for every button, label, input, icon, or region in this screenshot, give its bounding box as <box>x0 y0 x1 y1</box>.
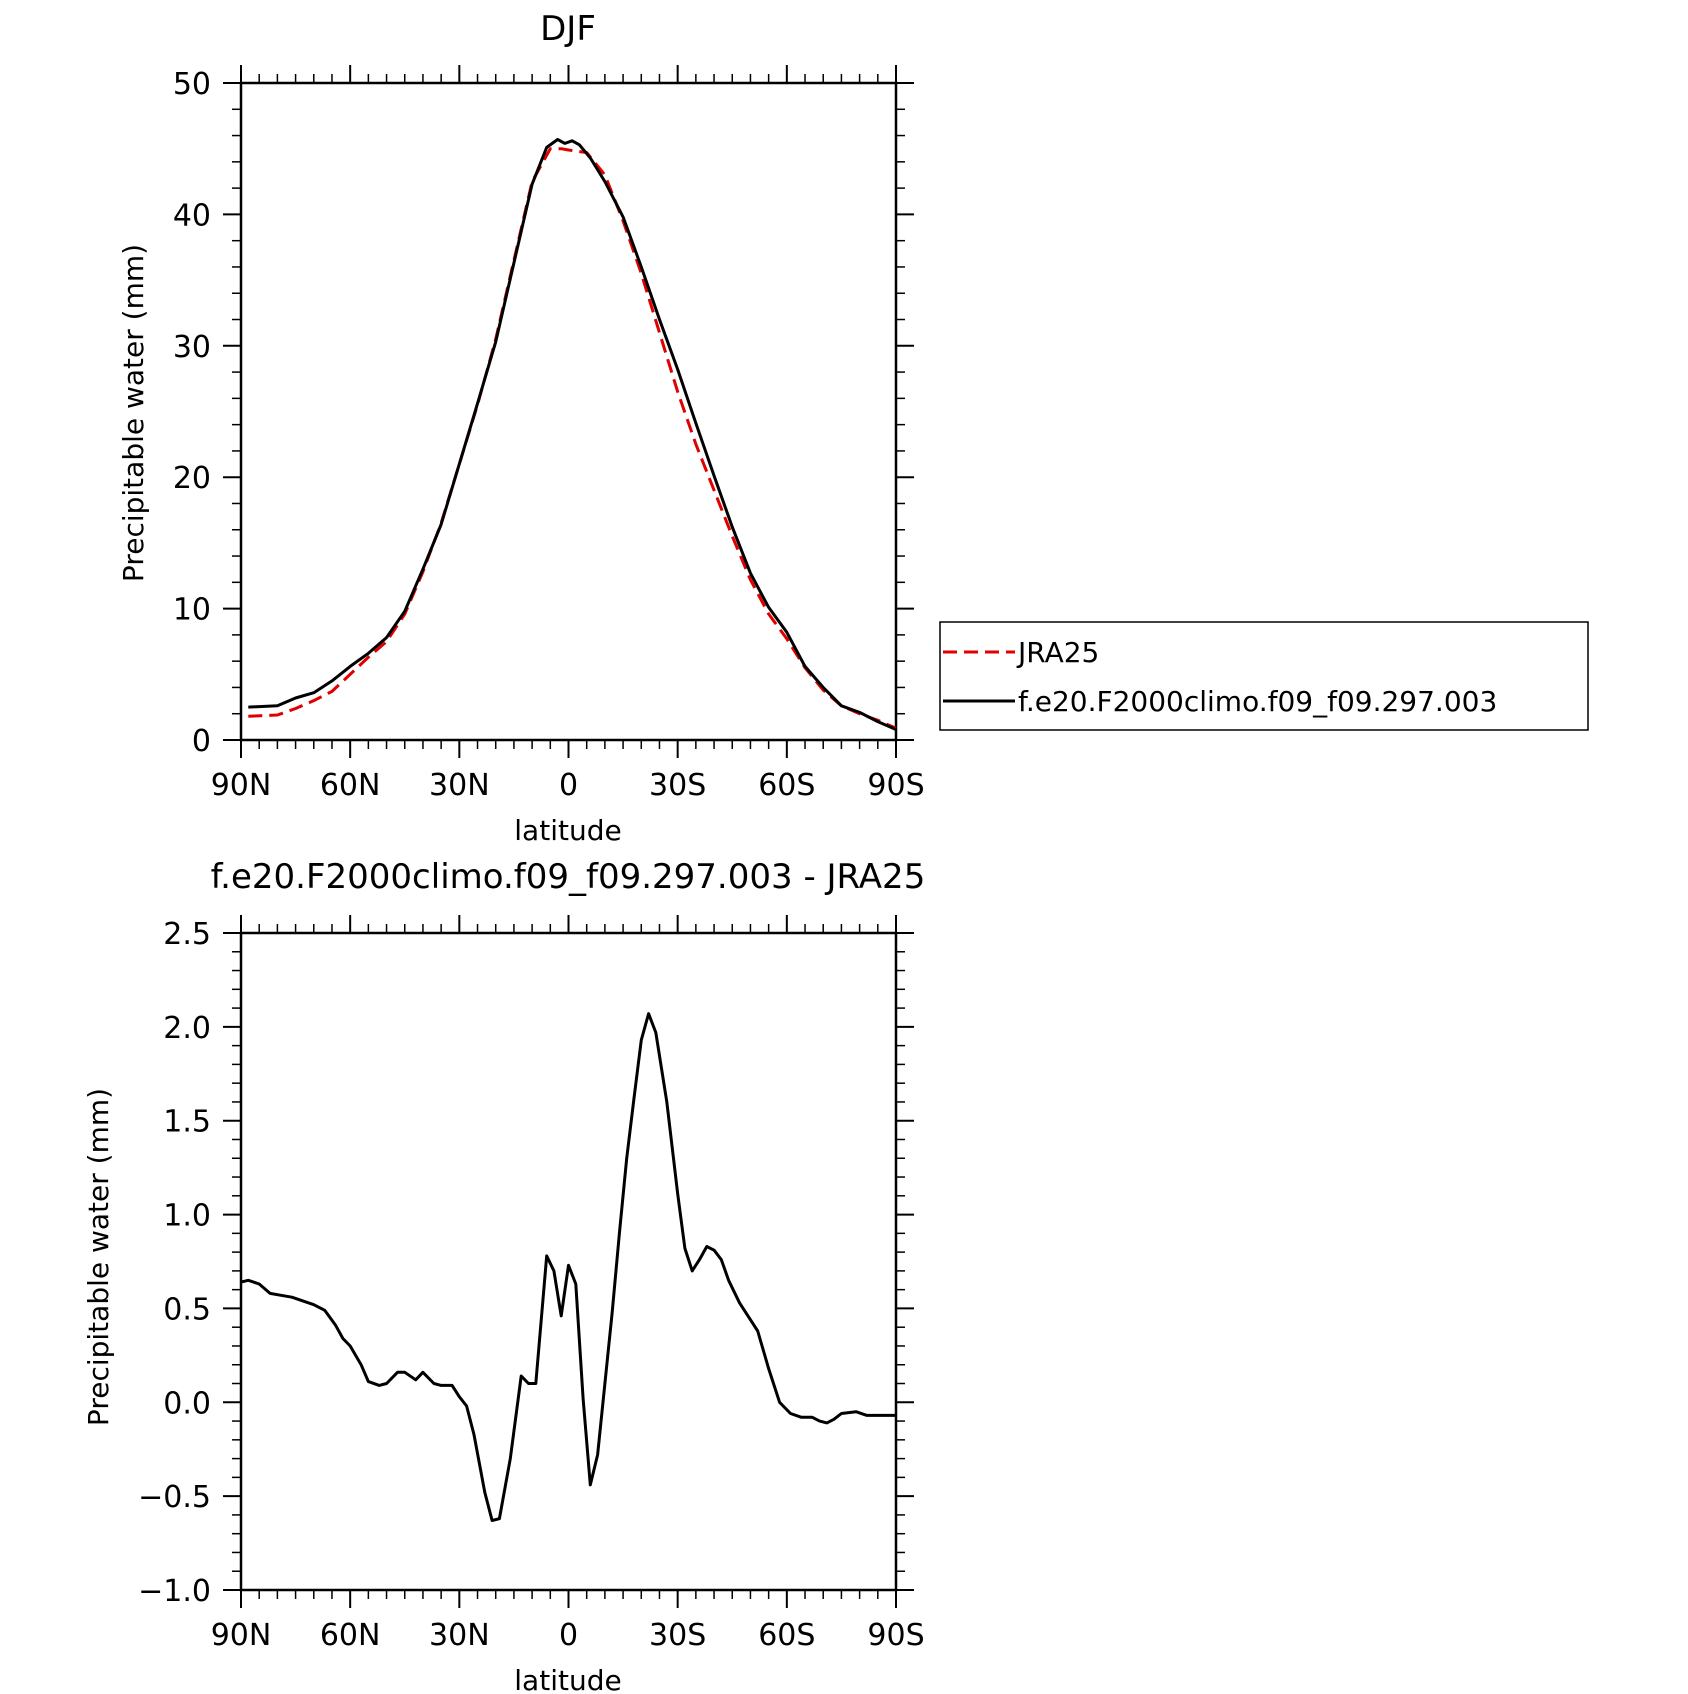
bottom-y-tick-label: 0.0 <box>163 1386 211 1421</box>
bottom-y-tick-label: 0.5 <box>163 1292 211 1327</box>
top-axes: 90N 60N 30N 0 30S 60S 90S 0 10 20 30 40 50 <box>173 65 925 803</box>
bottom-plot-frame <box>239 931 898 1592</box>
top-series-group <box>248 138 897 731</box>
top-plot-frame <box>239 81 898 742</box>
bottom-chart-title: f.e20.F2000climo.f09_f09.297.003 - JRA25 <box>211 857 926 897</box>
bottom-y-tick-label: 1.5 <box>163 1105 211 1140</box>
top-panel: DJF 90N 60N 30N 0 30S 60S 90S 0 10 20 30 40 50 latit… <box>117 9 925 847</box>
bottom-series-group <box>240 1012 896 1522</box>
bottom-y-tick-label: 1.0 <box>163 1199 211 1234</box>
top-x-tick-label: 60S <box>758 768 815 803</box>
top-series-line-0 <box>248 147 897 730</box>
top-x-tick-label: 60N <box>320 768 381 803</box>
top-y-tick-label: 10 <box>173 593 211 628</box>
top-x-tick-label: 30N <box>429 768 490 803</box>
top-x-tick-label: 30S <box>649 768 706 803</box>
bottom-x-tick-label: 60N <box>320 1618 381 1653</box>
bottom-y-tick-label: 2.5 <box>163 917 211 952</box>
top-y-tick-label: 20 <box>173 461 211 496</box>
bottom-y-tick-label: 2.0 <box>163 1011 211 1046</box>
legend-label-jra25: JRA25 <box>1016 636 1099 669</box>
bottom-series-line-0 <box>240 1012 896 1522</box>
top-x-axis-label: latitude <box>514 814 621 847</box>
bottom-x-tick-label: 30N <box>429 1618 490 1653</box>
bottom-x-tick-label: 90S <box>867 1618 924 1653</box>
top-series-line-1 <box>248 138 897 731</box>
bottom-x-tick-label: 60S <box>758 1618 815 1653</box>
legend: JRA25 f.e20.F2000climo.f09_f09.297.003 <box>939 621 1589 731</box>
top-x-tick-label: 90N <box>211 768 272 803</box>
top-y-tick-label: 40 <box>173 198 211 233</box>
bottom-y-tick-label: −0.5 <box>138 1480 211 1515</box>
bottom-x-tick-label: 90N <box>211 1618 272 1653</box>
legend-label-model: f.e20.F2000climo.f09_f09.297.003 <box>1018 685 1497 718</box>
top-x-tick-label: 0 <box>559 768 578 803</box>
top-x-tick-label: 90S <box>867 768 924 803</box>
bottom-y-axis-label: Precipitable water (mm) <box>82 1088 115 1426</box>
bottom-x-tick-label: 30S <box>649 1618 706 1653</box>
top-y-axis-label: Precipitable water (mm) <box>117 244 150 582</box>
legend-box <box>939 621 1589 731</box>
bottom-x-axis-label: latitude <box>514 1664 621 1694</box>
bottom-axes: 90N 60N 30N 0 30S 60S 90S −1.0 −0.5 0.0 0.5 1.0 1.5 2… <box>138 915 925 1653</box>
bottom-panel: f.e20.F2000climo.f09_f09.297.003 - JRA25… <box>82 857 925 1694</box>
top-y-tick-label: 50 <box>173 67 211 102</box>
top-y-tick-label: 0 <box>192 724 211 759</box>
bottom-y-tick-label: −1.0 <box>138 1574 211 1609</box>
top-chart-title: DJF <box>540 9 596 49</box>
bottom-x-tick-label: 0 <box>559 1618 578 1653</box>
top-y-tick-label: 30 <box>173 330 211 365</box>
